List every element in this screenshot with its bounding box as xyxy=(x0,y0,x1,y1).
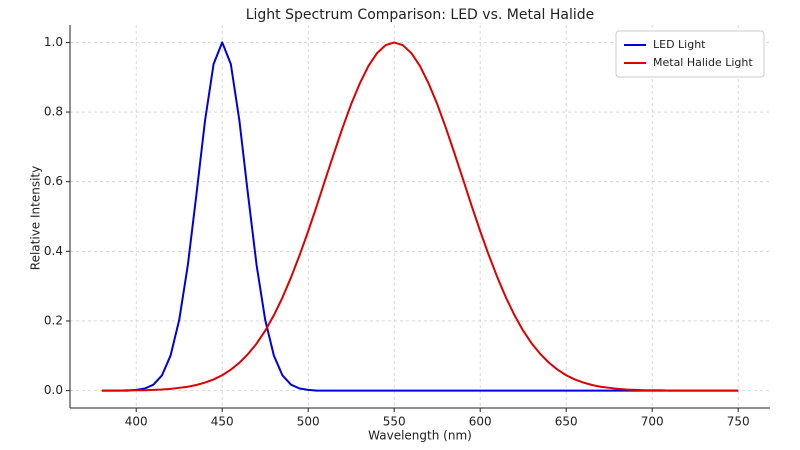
y-tick-label: 0.4 xyxy=(44,244,63,258)
y-tick-label: 0.0 xyxy=(44,383,63,397)
series-line xyxy=(101,41,739,392)
legend-box xyxy=(615,30,765,78)
x-tick-label: 450 xyxy=(211,415,234,429)
x-tick-label: 400 xyxy=(125,415,148,429)
y-tick-label: 1.0 xyxy=(44,35,63,49)
y-axis-label: Relative Intensity xyxy=(29,166,43,270)
x-tick-label: 600 xyxy=(469,415,492,429)
y-tick-label: 0.6 xyxy=(44,174,63,188)
legend: LED Light Metal Halide Light xyxy=(615,30,765,78)
x-tick-label: 700 xyxy=(641,415,664,429)
x-axis-label: Wavelength (nm) xyxy=(368,429,472,443)
x-tick-label: 750 xyxy=(727,415,750,429)
x-tick-label: 550 xyxy=(383,415,406,429)
legend-label: Metal Halide Light xyxy=(653,56,753,69)
x-tick-label: 650 xyxy=(555,415,578,429)
chart-title: Light Spectrum Comparison: LED vs. Metal… xyxy=(246,7,595,23)
series-line xyxy=(101,41,739,392)
y-tick-label: 0.2 xyxy=(44,313,63,327)
legend-label: LED Light xyxy=(653,38,706,51)
y-tick-label: 0.8 xyxy=(44,105,63,119)
x-tick-label: 500 xyxy=(297,415,320,429)
